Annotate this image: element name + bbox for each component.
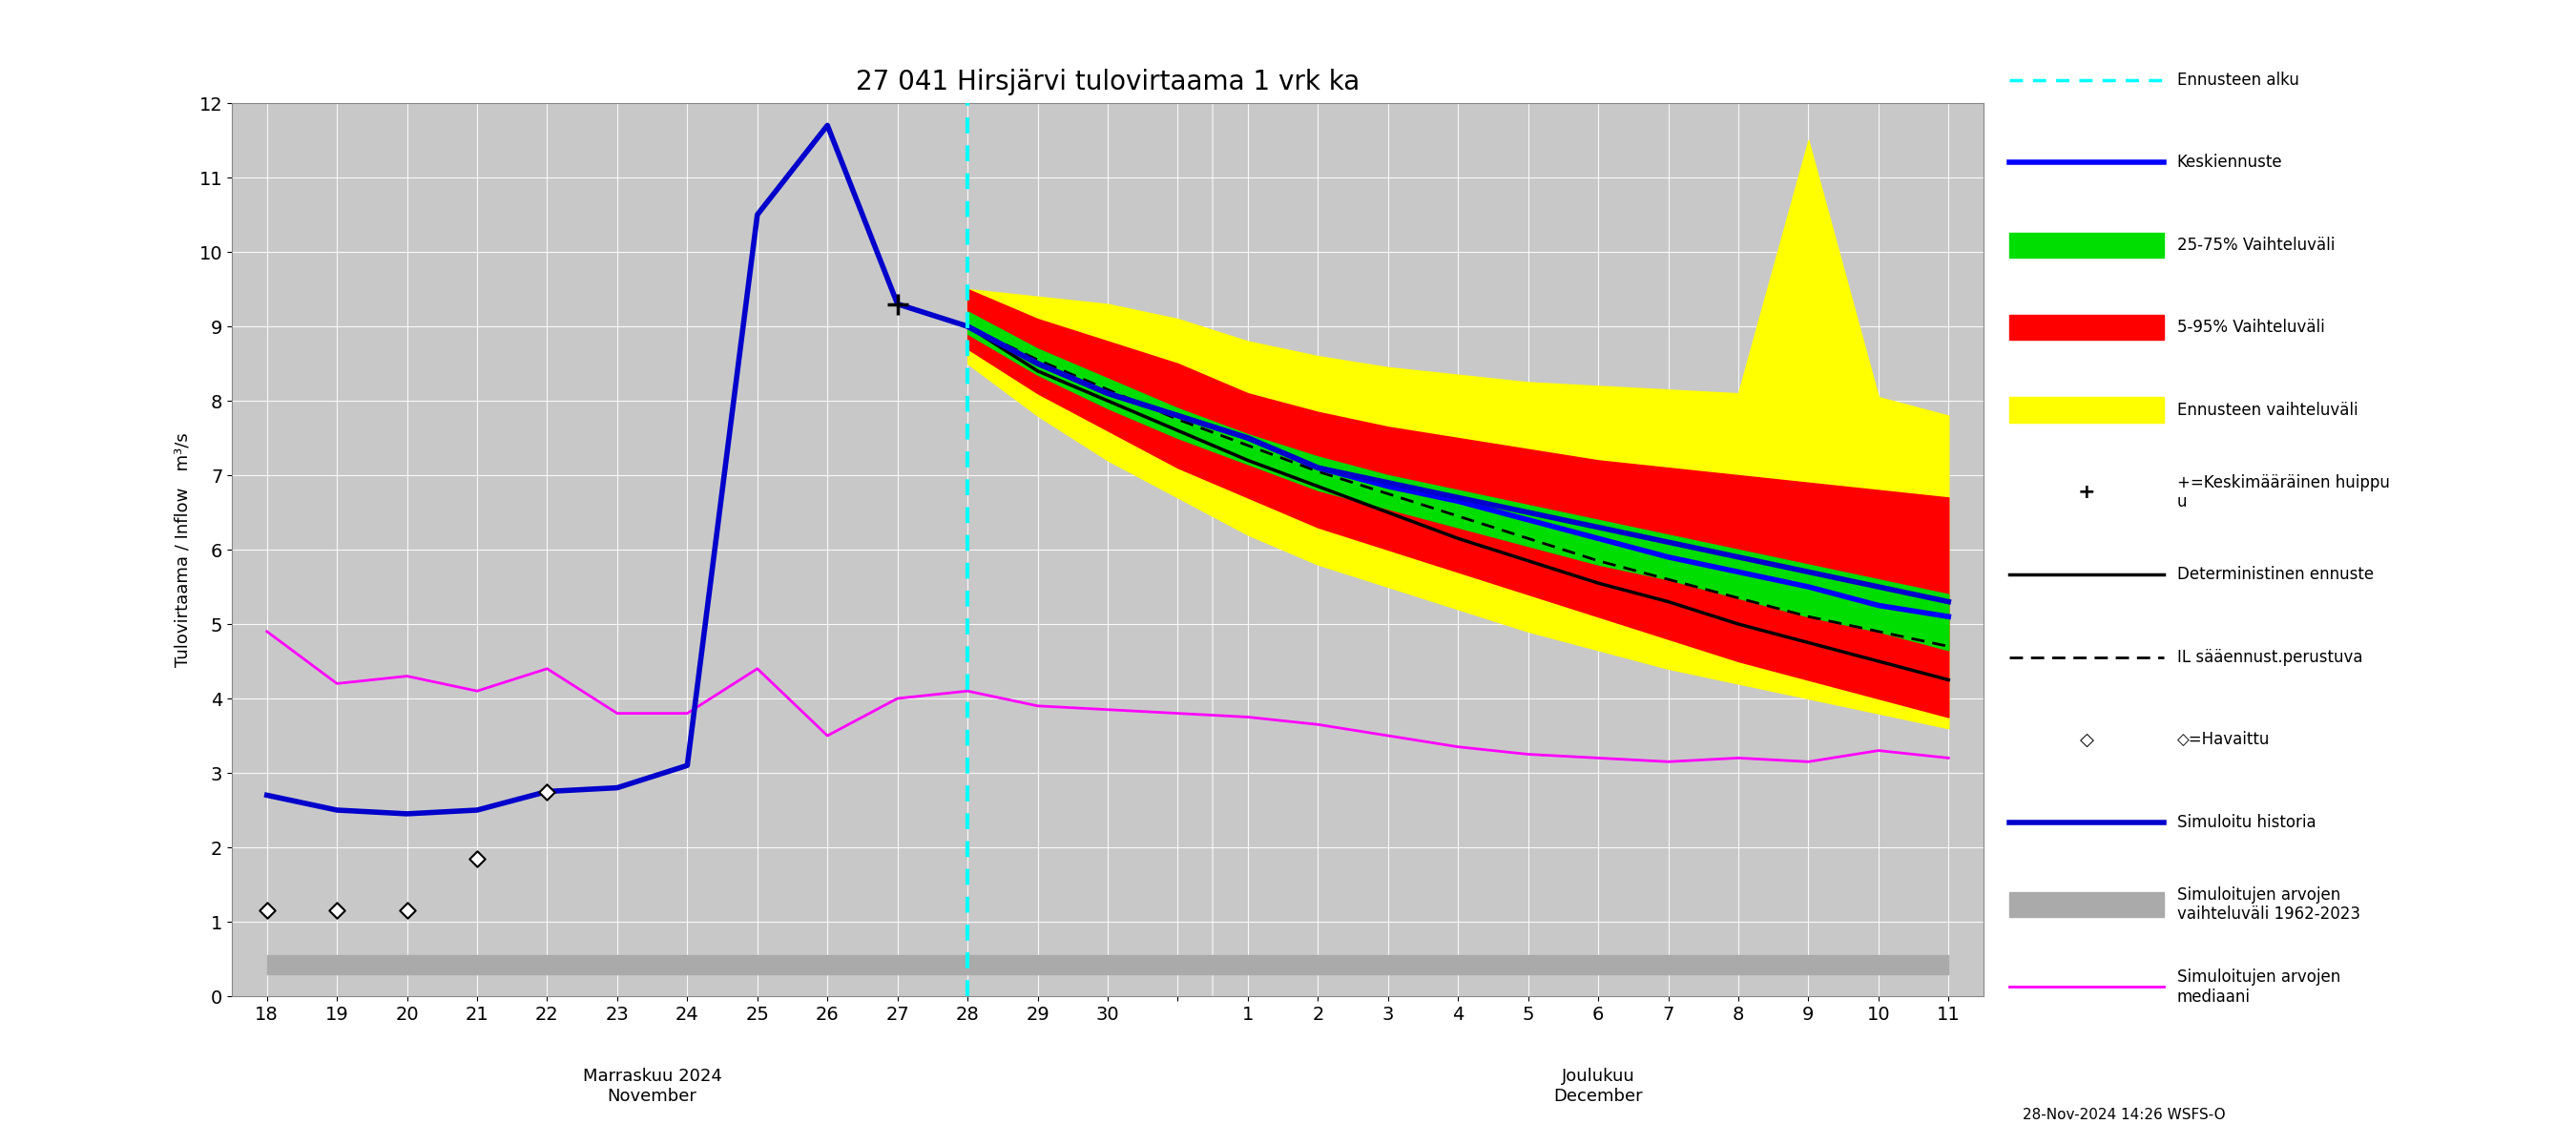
Point bbox=[247, 901, 289, 919]
Text: 28-Nov-2024 14:26 WSFS-O: 28-Nov-2024 14:26 WSFS-O bbox=[2022, 1108, 2226, 1122]
Text: IL sääennust.perustuva: IL sääennust.perustuva bbox=[2177, 648, 2362, 665]
Text: Simuloitujen arvojen
mediaani: Simuloitujen arvojen mediaani bbox=[2177, 969, 2339, 1005]
Y-axis label: Tulovirtaama / Inflow   m³/s: Tulovirtaama / Inflow m³/s bbox=[173, 433, 191, 666]
Text: Deterministinen ennuste: Deterministinen ennuste bbox=[2177, 566, 2372, 583]
Text: ◇: ◇ bbox=[2079, 731, 2094, 749]
Text: Simuloitujen arvojen
vaihteluväli 1962-2023: Simuloitujen arvojen vaihteluväli 1962-2… bbox=[2177, 886, 2360, 923]
Point bbox=[386, 901, 428, 919]
Text: 5-95% Vaihteluväli: 5-95% Vaihteluväli bbox=[2177, 318, 2324, 335]
Text: Marraskuu 2024
November: Marraskuu 2024 November bbox=[582, 1067, 721, 1105]
Point bbox=[317, 901, 358, 919]
Text: +=Keskimääräinen huippu
u: +=Keskimääräinen huippu u bbox=[2177, 474, 2391, 511]
Text: +: + bbox=[2079, 483, 2094, 502]
Point bbox=[526, 782, 567, 800]
Title: 27 041 Hirsjärvi tulovirtaama 1 vrk ka: 27 041 Hirsjärvi tulovirtaama 1 vrk ka bbox=[855, 69, 1360, 95]
Text: Simuloitu historia: Simuloitu historia bbox=[2177, 813, 2316, 830]
Text: Joulukuu
December: Joulukuu December bbox=[1553, 1067, 1643, 1105]
Point bbox=[456, 850, 497, 868]
Text: ◇=Havaittu: ◇=Havaittu bbox=[2177, 731, 2269, 748]
Text: Ennusteen vaihteluväli: Ennusteen vaihteluväli bbox=[2177, 401, 2357, 418]
Text: Keskiennuste: Keskiennuste bbox=[2177, 153, 2282, 171]
Text: Ennusteen alku: Ennusteen alku bbox=[2177, 71, 2298, 88]
Text: 25-75% Vaihteluväli: 25-75% Vaihteluväli bbox=[2177, 236, 2334, 253]
